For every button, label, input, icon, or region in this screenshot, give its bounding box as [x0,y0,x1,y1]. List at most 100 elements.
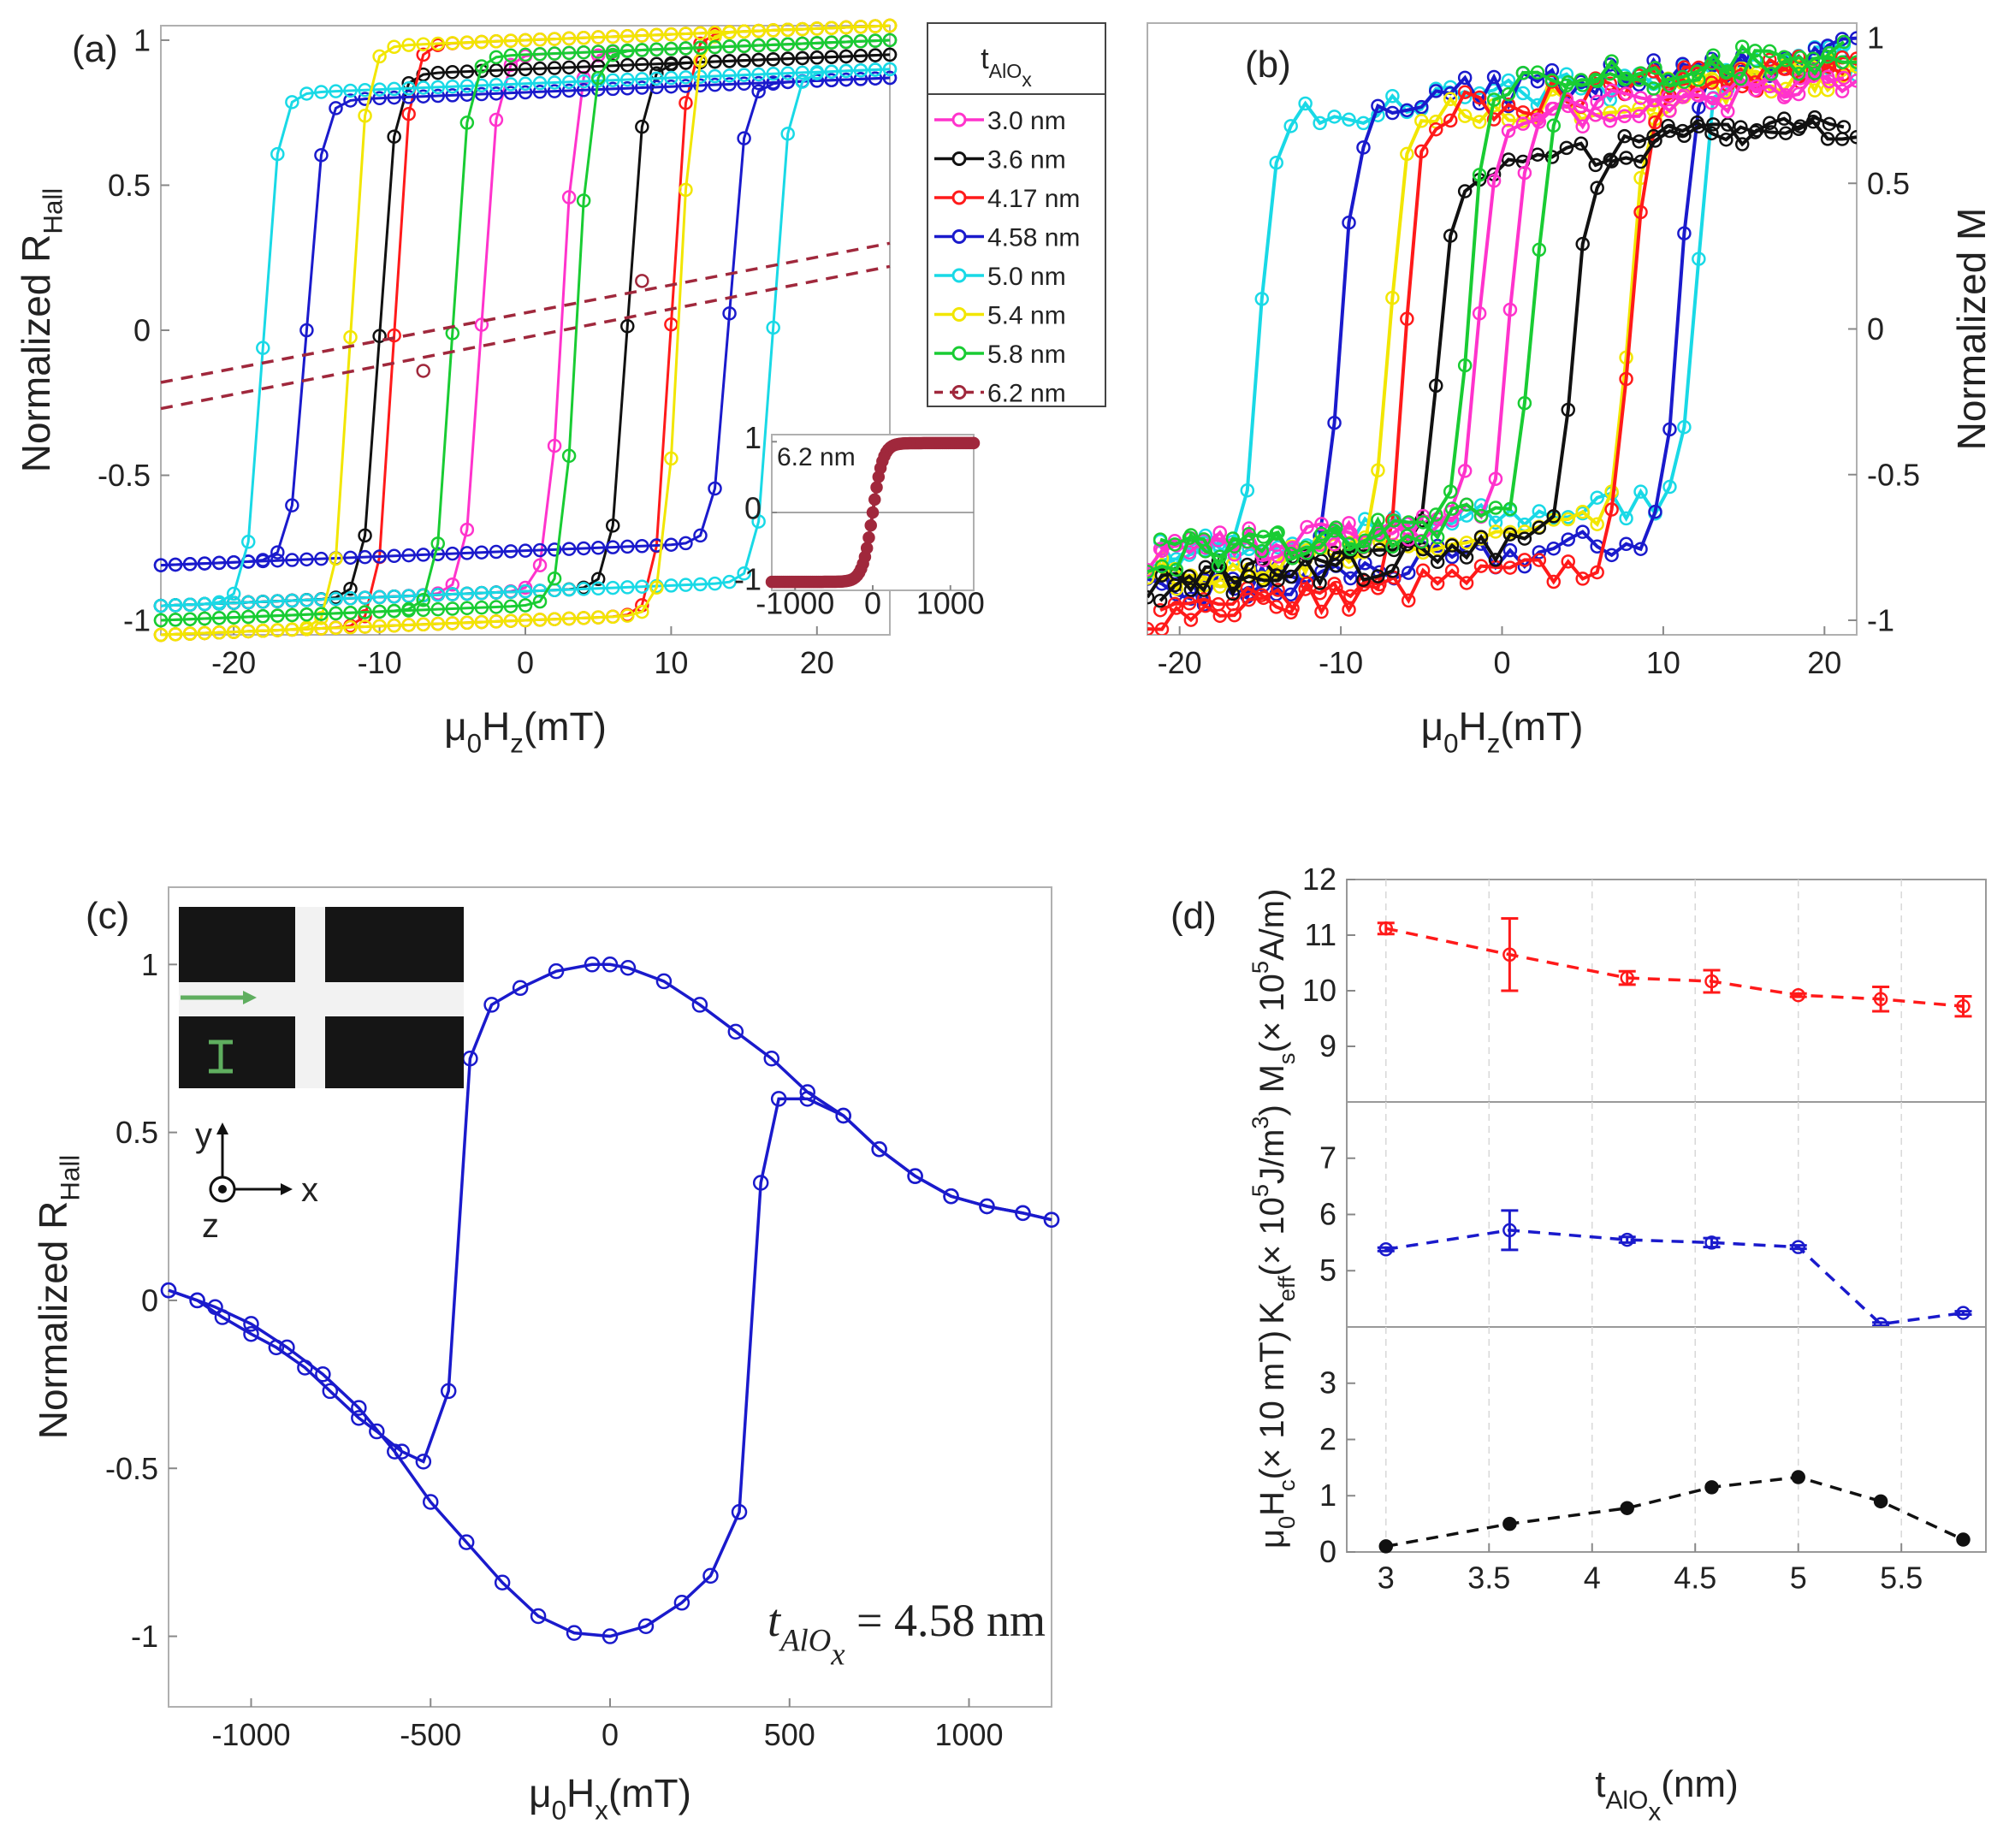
data-point [343,591,358,606]
data-point [693,78,708,93]
data-point [1648,61,1662,75]
legend-item: 3.6 nm [934,146,1066,175]
x-axis-label: μ0Hz(mT) [1421,704,1584,759]
data-point [459,522,475,537]
data-point [1378,921,1394,936]
data-point [1704,1235,1719,1250]
thickness-annotation: tAlOx = 4.58 nm [767,1595,1046,1671]
panel-label: (b) [1245,44,1291,86]
data-point [679,56,693,70]
data-point [1559,140,1574,156]
data-point [489,86,504,101]
data-point [1719,132,1733,147]
data-point [1313,116,1327,131]
data-point [722,54,737,68]
legend-label: 4.58 nm [987,224,1080,252]
data-point [708,25,722,40]
data-point [649,56,664,72]
data-point [387,1443,403,1460]
data-point [1285,551,1300,566]
data-point [907,1168,923,1184]
y-tick-label: 5 [1319,1253,1336,1288]
data-point [243,1316,259,1332]
data-point [824,64,839,80]
data-point [1414,144,1429,159]
z-dot [218,1185,227,1194]
y-tick-label: -0.5 [105,1451,158,1486]
data-point [211,555,227,571]
data-point [343,605,358,620]
data-point [868,19,883,33]
label-segment: (× 10 [1253,974,1291,1052]
data-point [1358,533,1372,548]
inset-label: 6.2 nm [777,443,856,471]
legend-marker [951,112,967,127]
data-point [943,1188,959,1205]
data-point [314,592,329,607]
label-segment: 0 [552,1796,566,1826]
data-point [226,625,241,639]
label-segment: 0 [1273,1516,1300,1529]
data-point [1457,184,1473,198]
data-point [635,119,649,134]
data-point [1269,155,1283,170]
data-point [561,611,577,626]
data-point [548,962,565,980]
data-point [1502,560,1518,575]
data-point [1546,118,1562,133]
data-point [664,79,679,94]
data-point [1532,504,1547,518]
data-point [1488,500,1503,515]
data-point [737,131,751,145]
data-point [1211,573,1226,589]
x-tick-label: 0 [1493,645,1510,680]
data-point [532,46,548,62]
data-point [1472,115,1487,129]
panel-b: -20 -10 0 10 20-1-0.500.51(b)μ0Hz(mT)Normali… [1147,21,1994,759]
data-point [1820,132,1835,146]
data-point [1532,553,1547,567]
data-point [1532,115,1547,129]
data-point [1227,607,1242,623]
data-point [1734,39,1750,54]
series-5.0nm [153,62,898,613]
data-point [737,24,751,39]
data-point [1227,548,1242,562]
data-point [839,49,854,64]
data-point [693,36,708,51]
data-point [868,48,883,62]
micrograph-inset [179,907,464,1088]
data-point [1414,99,1429,115]
x-axis-label-text: μ0Hx(mT) [529,1771,691,1826]
data-point [270,553,285,568]
data-point [240,624,256,639]
data-point [1561,75,1575,90]
x-axis-label: μ0Hx(mT) [529,1771,691,1826]
data-point [824,73,839,87]
data-point [387,589,401,604]
data-point [372,549,387,564]
data-point [763,1050,780,1067]
label-segment: AlO [778,1622,831,1657]
data-point [1372,577,1387,592]
x-tick-label: 4 [1584,1561,1601,1596]
data-point [1154,559,1170,574]
data-point [1849,130,1857,145]
data-point [1459,576,1474,590]
data-point [1488,471,1503,486]
data-point [445,88,460,103]
data-point [1501,86,1516,102]
data-point [489,50,504,65]
data-point [649,580,664,595]
data-point [1415,515,1431,530]
data-point [1590,490,1604,505]
series-sweep-up [160,1091,1060,1644]
data-point [839,63,854,79]
data-point [1706,91,1721,106]
data-point [1486,69,1502,85]
panel-a: -20 -10 0 10 20-1-0.500.51(a)μ0Hz(mT)Normali… [14,18,1106,759]
data-point [182,612,198,626]
data-point [1147,571,1155,585]
data-point [430,80,446,95]
